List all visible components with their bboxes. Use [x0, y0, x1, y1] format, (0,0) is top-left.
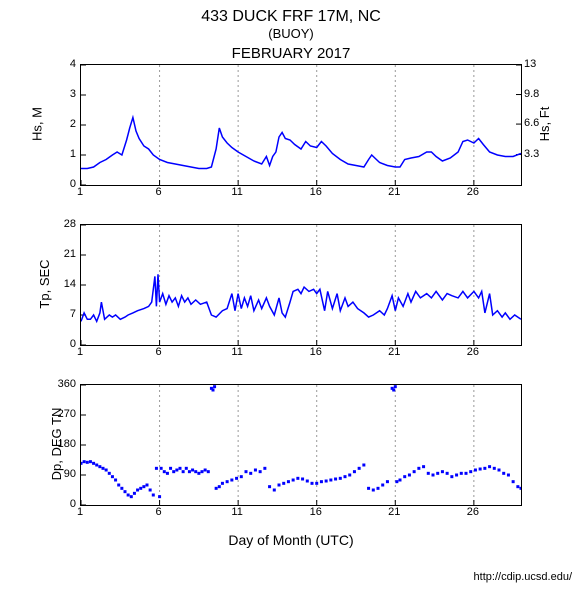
y-tick-label: 28: [46, 218, 76, 230]
x-tick-label: 6: [156, 346, 162, 358]
x-tick-label: 26: [467, 186, 479, 198]
x-tick-label: 21: [388, 346, 400, 358]
y-tick-label: 4: [46, 58, 76, 70]
y-tick-label: 1: [46, 148, 76, 160]
plot-area: [80, 384, 522, 506]
y-tick-label: 270: [46, 408, 76, 420]
y-tick-label: 0: [46, 498, 76, 510]
y-tick-label: 21: [46, 248, 76, 260]
x-tick-label: 1: [77, 186, 83, 198]
plot-area: [80, 224, 522, 346]
x-tick-label: 6: [156, 186, 162, 198]
chart-panel-2: Dp, DEG TN0901802703601611162126: [0, 384, 582, 519]
y-tick-label: 3: [46, 88, 76, 100]
x-tick-label: 16: [310, 346, 322, 358]
x-axis-label: Day of Month (UTC): [0, 532, 582, 548]
y-tick-label: 180: [46, 438, 76, 450]
y-tick-label: 360: [46, 378, 76, 390]
x-tick-label: 16: [310, 506, 322, 518]
page-subtitle: (BUOY): [0, 26, 582, 41]
y-tick-label: 90: [46, 468, 76, 480]
y-axis-label-left: Hs, M: [29, 107, 44, 141]
x-tick-label: 6: [156, 506, 162, 518]
x-tick-label: 1: [77, 506, 83, 518]
x-tick-label: 26: [467, 346, 479, 358]
chart-panel-0: Hs, MHs, Ft012343.36.69.8131611162126: [0, 64, 582, 199]
y-tick-label-right: 9.8: [524, 88, 554, 100]
page-title: 433 DUCK FRF 17M, NC: [0, 8, 582, 26]
plots-container: Hs, MHs, Ft012343.36.69.8131611162126Tp,…: [0, 64, 582, 519]
y-tick-label-right: 6.6: [524, 117, 554, 129]
y-tick-label: 7: [46, 308, 76, 320]
x-tick-label: 21: [388, 186, 400, 198]
x-tick-label: 16: [310, 186, 322, 198]
x-tick-label: 11: [231, 506, 242, 518]
x-tick-label: 11: [231, 346, 242, 358]
plot-area: [80, 64, 522, 186]
y-tick-label-right: 3.3: [524, 148, 554, 160]
x-tick-label: 1: [77, 346, 83, 358]
y-tick-label: 2: [46, 118, 76, 130]
chart-panel-1: Tp, SEC071421281611162126: [0, 224, 582, 359]
y-tick-label: 14: [46, 278, 76, 290]
chart-month: FEBRUARY 2017: [0, 45, 582, 62]
x-tick-label: 26: [467, 506, 479, 518]
x-tick-label: 21: [388, 506, 400, 518]
y-tick-label: 0: [46, 178, 76, 190]
y-tick-label-right: 13: [524, 58, 554, 70]
y-tick-label: 0: [46, 338, 76, 350]
x-tick-label: 11: [231, 186, 242, 198]
credit-link[interactable]: http://cdip.ucsd.edu/: [474, 571, 572, 583]
